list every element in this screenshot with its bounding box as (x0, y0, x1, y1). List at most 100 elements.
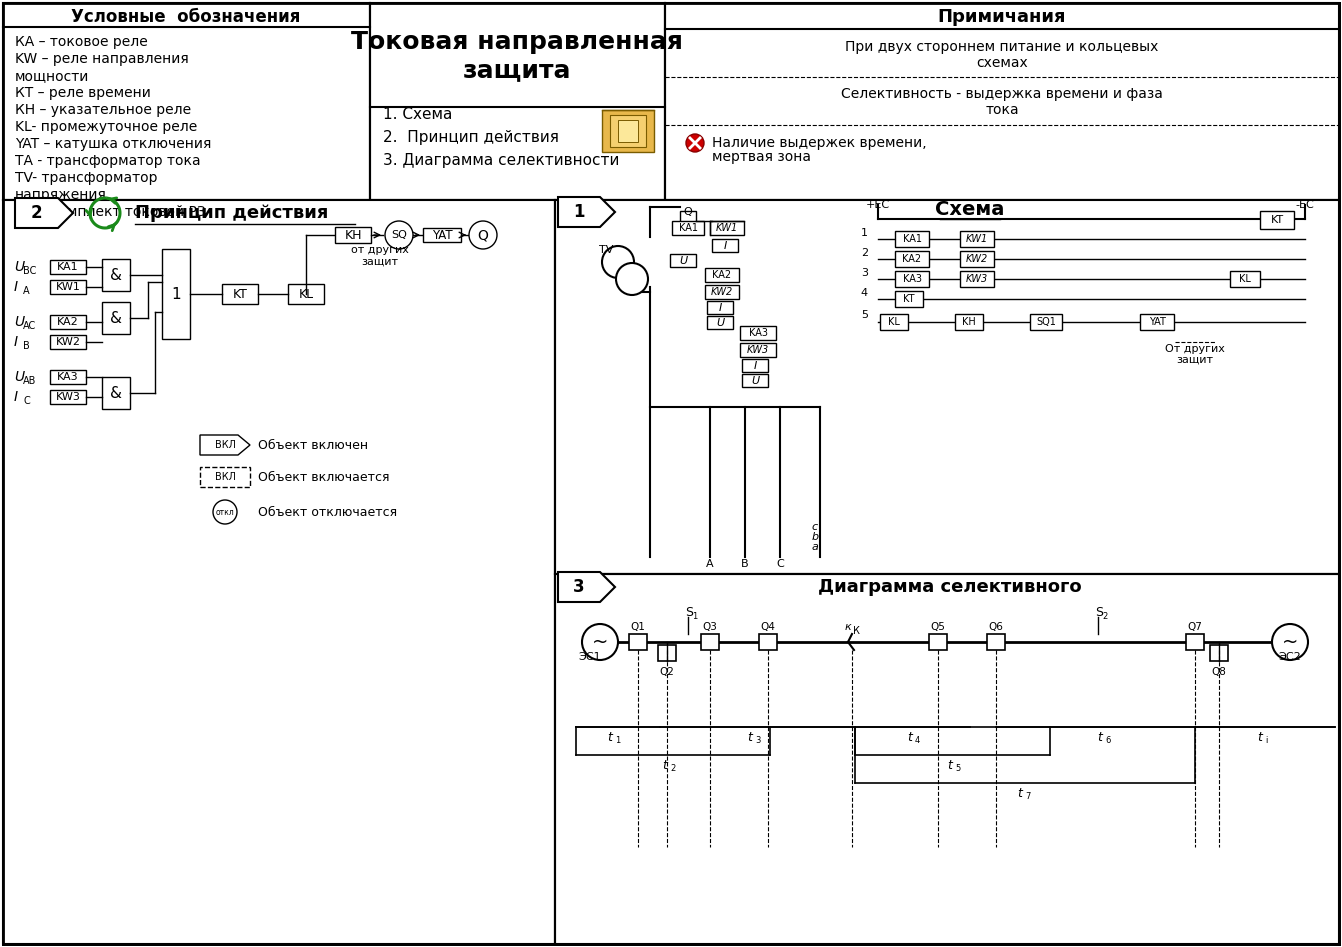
Bar (556, 200, 1339, 574)
Text: S: S (1095, 605, 1103, 618)
Text: &: & (110, 385, 122, 401)
Text: 2: 2 (30, 204, 42, 222)
Text: КТ – реле времени: КТ – реле времени (15, 86, 150, 100)
Text: KH: KH (962, 317, 976, 327)
Text: напряжения: напряжения (15, 188, 107, 202)
Bar (666, 3, 1339, 200)
Text: 6: 6 (1104, 736, 1110, 744)
Text: KT: KT (232, 288, 247, 300)
Bar (423, 228, 462, 242)
Text: U: U (13, 370, 24, 384)
Text: ЭС2: ЭС2 (1279, 652, 1302, 662)
Bar (742, 374, 768, 387)
Bar (929, 634, 947, 650)
Text: 3: 3 (756, 736, 761, 744)
Bar (629, 634, 647, 650)
Text: Q: Q (478, 228, 488, 242)
Bar (1139, 314, 1174, 330)
Bar (707, 316, 733, 329)
Polygon shape (558, 572, 615, 602)
Text: Наличие выдержек времени,: Наличие выдержек времени, (713, 136, 926, 150)
Text: KT: KT (903, 294, 915, 304)
Bar (200, 467, 250, 487)
Text: I: I (13, 335, 19, 349)
Text: TV- трансформатор: TV- трансформатор (15, 171, 157, 185)
Text: к: к (844, 622, 851, 632)
Bar (705, 268, 739, 282)
Text: KH: KH (345, 228, 362, 241)
Text: Q4: Q4 (761, 622, 776, 632)
Text: &: & (110, 311, 122, 326)
Text: +EC: +EC (866, 200, 890, 210)
Bar (1031, 314, 1062, 330)
Bar (713, 239, 738, 252)
Text: 1. Схема: 1. Схема (382, 106, 452, 121)
Text: KA3: KA3 (749, 328, 768, 338)
Text: К: К (854, 626, 860, 636)
Text: Токовая направленная: Токовая направленная (352, 30, 683, 54)
Circle shape (582, 624, 619, 660)
Text: YAT: YAT (1149, 317, 1165, 327)
Text: KT: KT (1271, 215, 1283, 225)
Text: KA1: KA1 (679, 223, 698, 233)
Bar (960, 251, 994, 267)
Text: AB: AB (23, 376, 36, 386)
Bar (742, 359, 768, 372)
Text: i: i (1266, 736, 1267, 744)
Bar (50, 280, 86, 294)
Polygon shape (558, 197, 615, 227)
Text: защита: защита (463, 58, 572, 82)
Text: Селективность - выдержка времени и фаза: Селективность - выдержка времени и фаза (841, 87, 1164, 101)
Text: t: t (747, 730, 753, 743)
Bar (895, 251, 929, 267)
Text: 4: 4 (860, 288, 868, 298)
Text: A: A (706, 559, 714, 569)
Text: KA1: KA1 (58, 262, 79, 272)
Text: Схема: Схема (935, 200, 1005, 219)
Text: KW1: KW1 (55, 282, 81, 292)
Text: KA3: KA3 (903, 274, 922, 284)
Bar (50, 260, 86, 274)
Bar (102, 259, 130, 291)
Bar (50, 390, 86, 404)
Bar (739, 343, 776, 357)
Text: 3. Диаграмма селективности: 3. Диаграмма селективности (382, 152, 620, 168)
Text: I: I (753, 361, 757, 371)
Text: защит: защит (361, 257, 399, 267)
Text: Объект отключается: Объект отключается (258, 506, 397, 519)
Text: I: I (723, 241, 726, 251)
Text: 1: 1 (172, 287, 181, 301)
Bar (1260, 211, 1294, 229)
Text: Q6: Q6 (989, 622, 1004, 632)
Text: Q7: Q7 (1188, 622, 1202, 632)
Text: B: B (23, 341, 30, 351)
Text: KA3: KA3 (58, 372, 79, 382)
Text: от других: от других (352, 245, 409, 255)
Text: c: c (812, 522, 819, 532)
Bar (370, 3, 666, 200)
Bar (672, 221, 705, 235)
Text: 1: 1 (692, 612, 698, 620)
Bar (960, 271, 994, 287)
Text: откл: откл (216, 508, 235, 516)
Text: ВКЛ: ВКЛ (215, 440, 235, 450)
Text: ВКЛ: ВКЛ (215, 472, 235, 482)
Text: SQ1: SQ1 (1036, 317, 1056, 327)
Text: 1: 1 (862, 228, 868, 238)
Bar (670, 254, 696, 267)
Text: КН – указательное реле: КН – указательное реле (15, 103, 191, 117)
Text: защит: защит (1177, 355, 1213, 365)
Text: 7: 7 (1025, 792, 1031, 800)
Bar (1231, 271, 1260, 287)
Text: Q3: Q3 (703, 622, 718, 632)
Text: t: t (608, 730, 612, 743)
Text: Примичания: Примичания (938, 8, 1067, 26)
Text: Объект включен: Объект включен (258, 438, 368, 452)
Bar (960, 231, 994, 247)
Bar (956, 314, 982, 330)
Circle shape (686, 134, 705, 152)
Bar (336, 227, 370, 243)
Text: t: t (907, 730, 913, 743)
Text: KW2: KW2 (966, 254, 988, 264)
Bar (50, 335, 86, 349)
